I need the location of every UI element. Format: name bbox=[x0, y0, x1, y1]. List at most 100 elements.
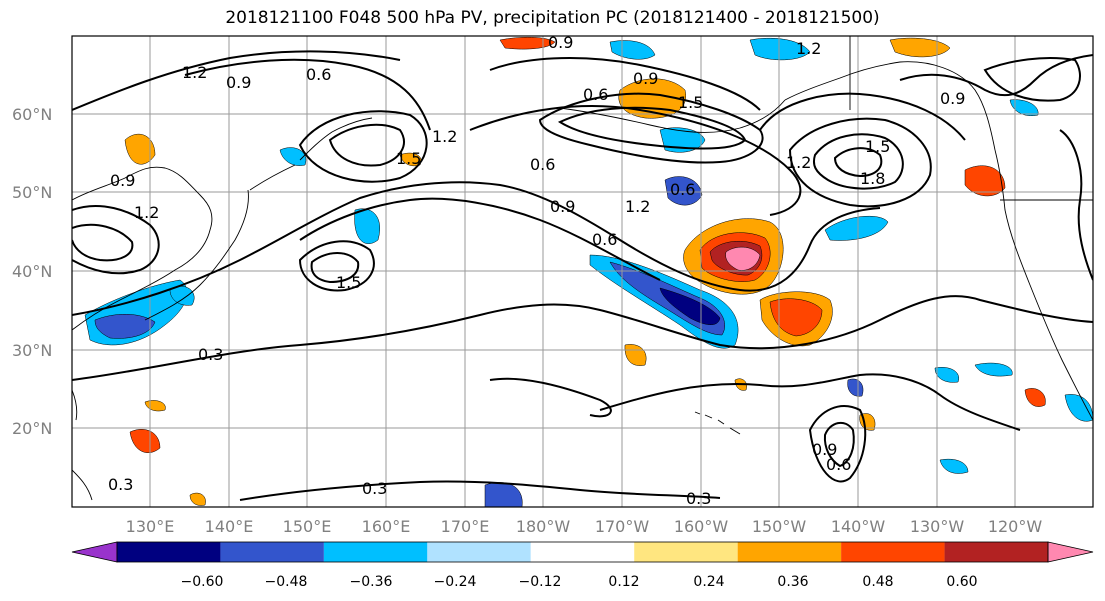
pv-contour bbox=[72, 204, 160, 275]
colorbar-segment bbox=[737, 542, 842, 562]
precip-positive-area bbox=[964, 165, 1006, 197]
precip-negative-area bbox=[824, 216, 889, 241]
contour-label: 1.5 bbox=[678, 93, 703, 112]
lon-label-130e: 130°E bbox=[126, 517, 175, 536]
precip-negative-area bbox=[1064, 394, 1093, 422]
pv-contour bbox=[1059, 129, 1093, 281]
colorbar-tick-label: 0.36 bbox=[777, 574, 808, 590]
pv-contour bbox=[72, 223, 134, 262]
contour-label: 0.9 bbox=[226, 73, 251, 92]
contour-label: 0.6 bbox=[592, 230, 617, 249]
contour-label: 0.6 bbox=[670, 180, 695, 199]
lon-label-160e: 160°E bbox=[362, 517, 411, 536]
colorbar bbox=[71, 541, 1094, 563]
lon-label-140w: 140°W bbox=[831, 517, 886, 536]
precip-positive-area bbox=[399, 152, 422, 167]
colorbar-tick-label: −0.12 bbox=[519, 574, 562, 590]
pv-contour bbox=[808, 405, 867, 483]
colorbar-segment bbox=[944, 542, 1048, 562]
contour-label: 1.5 bbox=[336, 273, 361, 292]
contour-label: 0.3 bbox=[686, 489, 711, 508]
pv-contour bbox=[184, 58, 431, 131]
contour-label: 1.2 bbox=[786, 153, 811, 172]
contour-label: 0.3 bbox=[108, 475, 133, 494]
precip-negative-area bbox=[847, 378, 864, 397]
colorbar-tick-labels: −0.60 −0.48 −0.36 −0.24 −0.12 0.12 0.24 … bbox=[181, 574, 978, 590]
colorbar-segment bbox=[323, 542, 428, 562]
precip-negative-area bbox=[659, 287, 721, 325]
latitude-labels: 60°N 50°N 40°N 30°N 20°N bbox=[12, 105, 52, 438]
colorbar-extension-low bbox=[71, 541, 118, 563]
precip-positive-area bbox=[129, 429, 161, 453]
japan-coastline bbox=[144, 189, 249, 321]
lon-label-120w: 120°W bbox=[988, 517, 1043, 536]
pv-contour bbox=[759, 92, 966, 141]
map-title: 2018121100 F048 500 hPa PV, precipitatio… bbox=[225, 8, 880, 28]
lon-label-170w: 170°W bbox=[595, 517, 650, 536]
precip-positive-area bbox=[725, 246, 761, 271]
colorbar-tick-label: −0.60 bbox=[181, 574, 224, 590]
kuril-islands bbox=[249, 164, 296, 191]
pv-contour bbox=[299, 197, 661, 281]
pv-contour bbox=[298, 240, 375, 292]
precip-positive-area bbox=[499, 37, 556, 50]
contour-label: 1.2 bbox=[134, 203, 159, 222]
pv-contour bbox=[599, 373, 1021, 431]
colorbar-segment bbox=[427, 542, 531, 562]
colorbar-segment bbox=[634, 542, 738, 562]
colorbar-tick-label: 0.24 bbox=[693, 574, 724, 590]
asia-coastline bbox=[72, 166, 213, 331]
colorbar-segment bbox=[530, 542, 635, 562]
contour-label: 0.3 bbox=[198, 345, 223, 364]
contour-label: 0.6 bbox=[826, 455, 851, 474]
contour-label: 1.2 bbox=[796, 39, 821, 58]
colorbar-segment bbox=[841, 542, 945, 562]
precip-negative-area bbox=[664, 176, 703, 206]
colorbar-extension-high bbox=[1047, 541, 1094, 563]
contour-label: 1.8 bbox=[860, 169, 885, 188]
precip-negative-area bbox=[1009, 99, 1039, 116]
colorbar-tick-label: −0.48 bbox=[265, 574, 308, 590]
precip-negative-area bbox=[974, 362, 1013, 377]
contour-label: 0.9 bbox=[940, 89, 965, 108]
graticule bbox=[72, 36, 1093, 507]
lon-label-150e: 150°E bbox=[283, 517, 332, 536]
pv-contour bbox=[310, 252, 360, 284]
colorbar-tick-label: 0.60 bbox=[946, 574, 977, 590]
coastlines bbox=[72, 36, 1093, 501]
precip-negative-area bbox=[749, 37, 811, 61]
colorbar-tick-label: 0.48 bbox=[862, 574, 893, 590]
lon-label-140e: 140°E bbox=[205, 517, 254, 536]
contour-label: 1.5 bbox=[396, 149, 421, 168]
precip-negative-area bbox=[169, 286, 195, 306]
precip-positive-area bbox=[889, 37, 951, 58]
contour-label: 1.5 bbox=[865, 137, 890, 156]
contour-label: 0.3 bbox=[362, 479, 387, 498]
lat-label-50n: 50°N bbox=[12, 183, 52, 202]
precip-positive-area bbox=[1024, 388, 1046, 407]
map-frame bbox=[71, 35, 1094, 508]
contour-label: 0.6 bbox=[583, 85, 608, 104]
colorbar-frame bbox=[116, 541, 1049, 563]
pv-contours bbox=[72, 50, 1093, 501]
contour-label: 1.2 bbox=[432, 127, 457, 146]
pv-contour bbox=[328, 123, 405, 167]
lon-label-170e: 170°E bbox=[441, 517, 490, 536]
pv-contour bbox=[788, 117, 932, 208]
longitude-labels: 130°E 140°E 150°E 160°E 170°E 180°W 170°… bbox=[126, 517, 1043, 536]
colorbar-tick-label: 0.12 bbox=[608, 574, 639, 590]
contour-label: 0.6 bbox=[530, 155, 555, 174]
pv-contour bbox=[538, 92, 764, 164]
lat-label-40n: 40°N bbox=[12, 262, 52, 281]
colorbar-segment bbox=[117, 542, 221, 562]
contour-label: 0.9 bbox=[812, 440, 837, 459]
lat-label-60n: 60°N bbox=[12, 105, 52, 124]
precip-positive-area bbox=[189, 492, 206, 506]
pv-contour bbox=[72, 295, 1093, 381]
contour-label: 0.9 bbox=[550, 197, 575, 216]
pv-contour bbox=[239, 480, 721, 501]
precip-negative-area bbox=[94, 313, 156, 339]
aleutian-islands bbox=[559, 99, 786, 133]
pv-contour bbox=[899, 54, 1093, 97]
